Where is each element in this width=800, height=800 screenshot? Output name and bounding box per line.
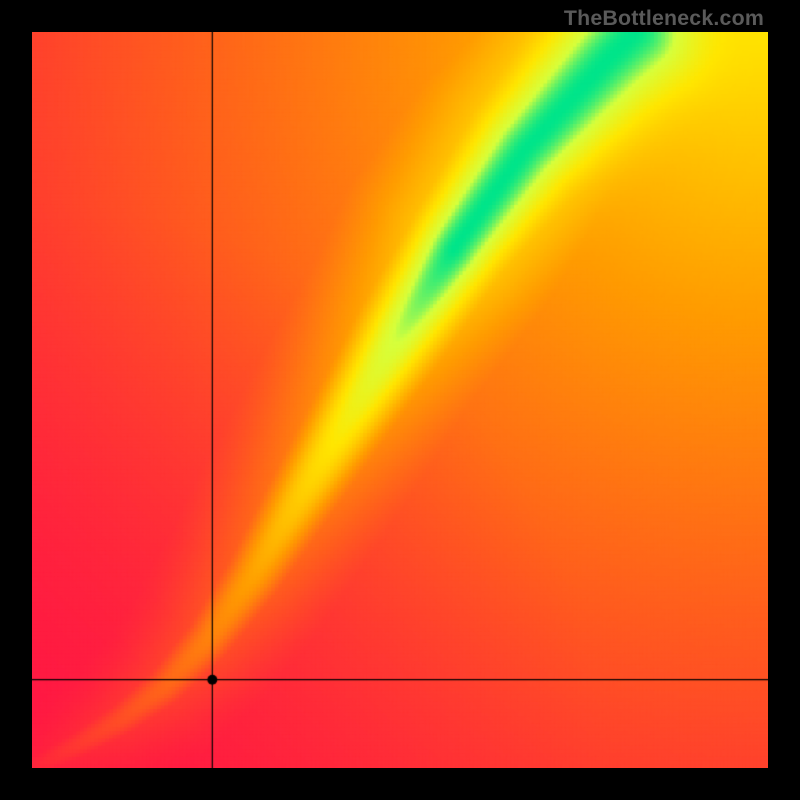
chart-container: TheBottleneck.com <box>0 0 800 800</box>
watermark-text: TheBottleneck.com <box>564 6 764 31</box>
bottleneck-heatmap <box>32 32 768 768</box>
